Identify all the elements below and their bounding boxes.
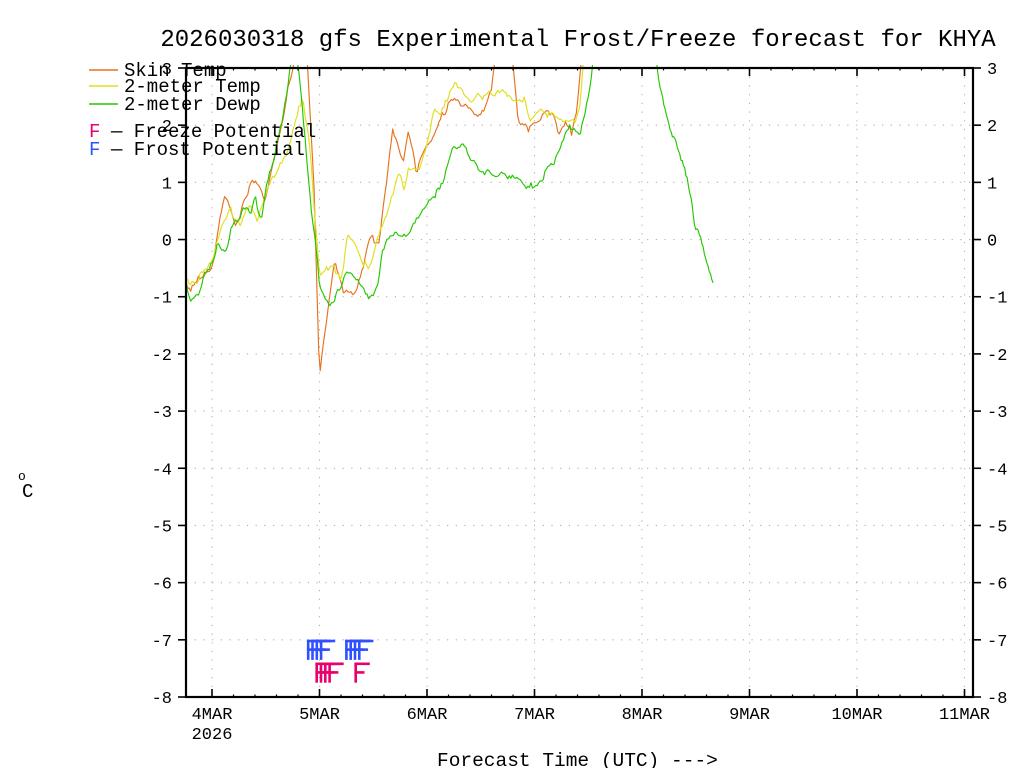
svg-text:8MAR: 8MAR: [622, 706, 663, 725]
svg-text:Forecast Time (UTC) --->: Forecast Time (UTC) --->: [437, 750, 718, 768]
svg-text:0: 0: [162, 233, 172, 252]
svg-text:2-meter Dewp: 2-meter Dewp: [124, 94, 261, 116]
svg-text:-6: -6: [987, 576, 1007, 595]
svg-text:-3: -3: [152, 404, 172, 423]
svg-text:1: 1: [987, 175, 997, 194]
svg-text:-7: -7: [152, 633, 172, 652]
svg-text:5MAR: 5MAR: [299, 706, 340, 725]
svg-text:9MAR: 9MAR: [729, 706, 770, 725]
svg-text:-6: -6: [152, 576, 172, 595]
svg-text:-3: -3: [987, 404, 1007, 423]
svg-text:4MAR: 4MAR: [192, 706, 233, 725]
svg-text:-5: -5: [152, 518, 172, 537]
svg-text:11MAR: 11MAR: [939, 706, 990, 725]
svg-text:-8: -8: [152, 690, 172, 709]
svg-text:3: 3: [987, 61, 997, 80]
svg-text:2026: 2026: [192, 726, 233, 745]
svg-text:C: C: [22, 481, 33, 503]
svg-text:-7: -7: [987, 633, 1007, 652]
svg-text:F: F: [89, 139, 100, 161]
svg-text:— Frost Potential: — Frost Potential: [110, 139, 305, 161]
svg-text:2: 2: [987, 118, 997, 137]
svg-text:-1: -1: [152, 290, 172, 309]
svg-text:7MAR: 7MAR: [514, 706, 555, 725]
svg-text:1: 1: [162, 175, 172, 194]
svg-text:6MAR: 6MAR: [407, 706, 448, 725]
svg-text:10MAR: 10MAR: [831, 706, 882, 725]
svg-text:-2: -2: [987, 347, 1007, 366]
svg-text:-8: -8: [987, 690, 1007, 709]
svg-text:-2: -2: [152, 347, 172, 366]
svg-text:-1: -1: [987, 290, 1007, 309]
svg-text:0: 0: [987, 233, 997, 252]
svg-text:-4: -4: [987, 461, 1007, 480]
svg-text:-4: -4: [152, 461, 172, 480]
svg-text:-5: -5: [987, 518, 1007, 537]
